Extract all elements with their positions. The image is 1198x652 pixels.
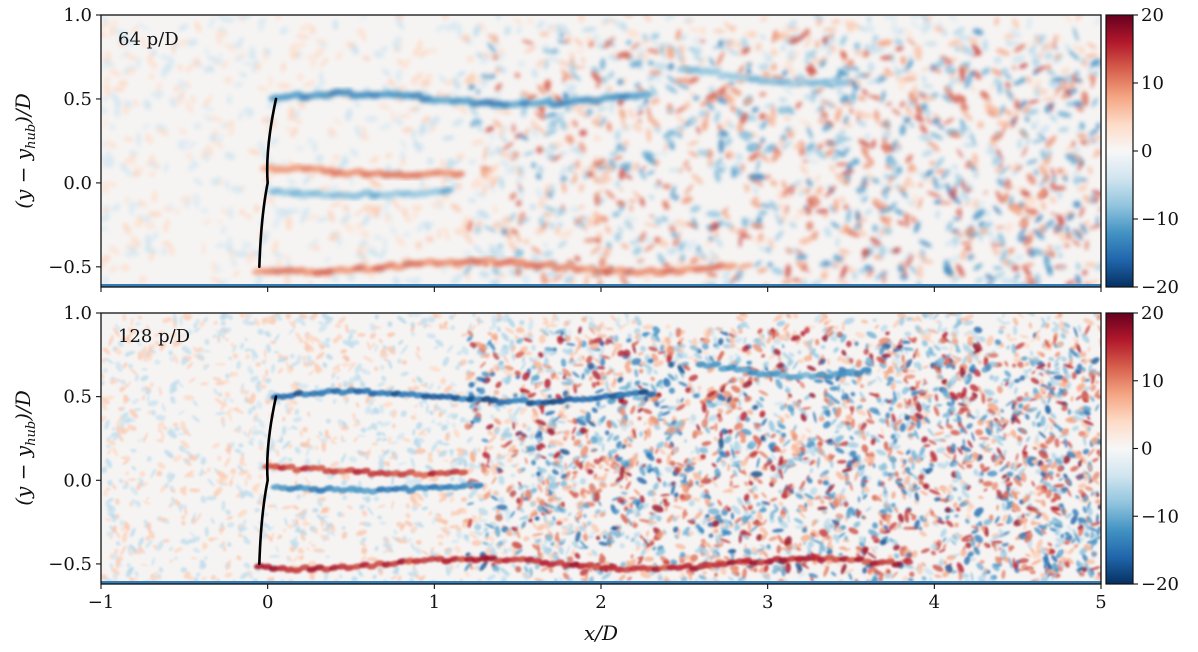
vorticity-field-bottom xyxy=(96,308,1107,590)
x-ticks-top xyxy=(101,287,1101,292)
colorbar-tick-label: 10 xyxy=(1141,73,1164,94)
turbulence-blob xyxy=(713,336,717,342)
y-ticks-top: −0.5 0.0 0.5 1.0 xyxy=(48,5,101,278)
vorticity-field-top xyxy=(95,8,1109,293)
y-tick-label: 0.0 xyxy=(63,173,92,194)
turbulence-blob xyxy=(563,437,567,441)
turbulence-blob xyxy=(545,272,559,278)
turbulence-blob xyxy=(116,558,120,568)
turbulence-blob xyxy=(193,193,200,208)
wake-blob xyxy=(993,266,1003,270)
turbulence-blob xyxy=(286,216,293,230)
colorbar-tick-label: −20 xyxy=(1141,277,1179,298)
wake-blob xyxy=(571,66,586,68)
turbulence-blob xyxy=(499,127,503,138)
colorbar-tick-label: 20 xyxy=(1141,5,1164,26)
colorbar-tick-label: −10 xyxy=(1141,209,1179,230)
turbulence-blob xyxy=(923,521,929,527)
turbulence-blob xyxy=(411,205,423,211)
y-tick-label: 1.0 xyxy=(63,5,92,26)
colorbar-top xyxy=(1106,15,1133,287)
turbulence-blob xyxy=(373,498,377,501)
colorbar-tick-label: 0 xyxy=(1141,141,1152,162)
wake-blob xyxy=(719,138,724,154)
panel-annotation-top: 64 p/D xyxy=(118,29,179,50)
wake-blob xyxy=(749,174,765,180)
turbulence-blob xyxy=(591,532,596,534)
panel-top: −0.5 0.0 0.5 1.0 64 p/D (y − yhub)/D 20 10 0 −… xyxy=(11,5,1179,298)
wake-blob xyxy=(986,151,994,153)
turbulence-blob xyxy=(180,315,182,326)
turbulence-blob xyxy=(700,26,706,35)
turbulence-blob xyxy=(342,156,347,167)
turbulence-blob xyxy=(202,242,206,255)
wake-blob xyxy=(843,204,848,210)
y-tick-label: 0.5 xyxy=(63,89,92,110)
turbulence-blob xyxy=(173,423,179,427)
turbulence-blob xyxy=(945,461,949,467)
turbulence-blob xyxy=(547,324,558,327)
colorbar-ticks-top: 20 10 0 −10 −20 xyxy=(1133,5,1179,298)
y-axis-label-top: (y − yhub)/D xyxy=(11,93,39,209)
y-tick-label: −0.5 xyxy=(48,257,92,278)
